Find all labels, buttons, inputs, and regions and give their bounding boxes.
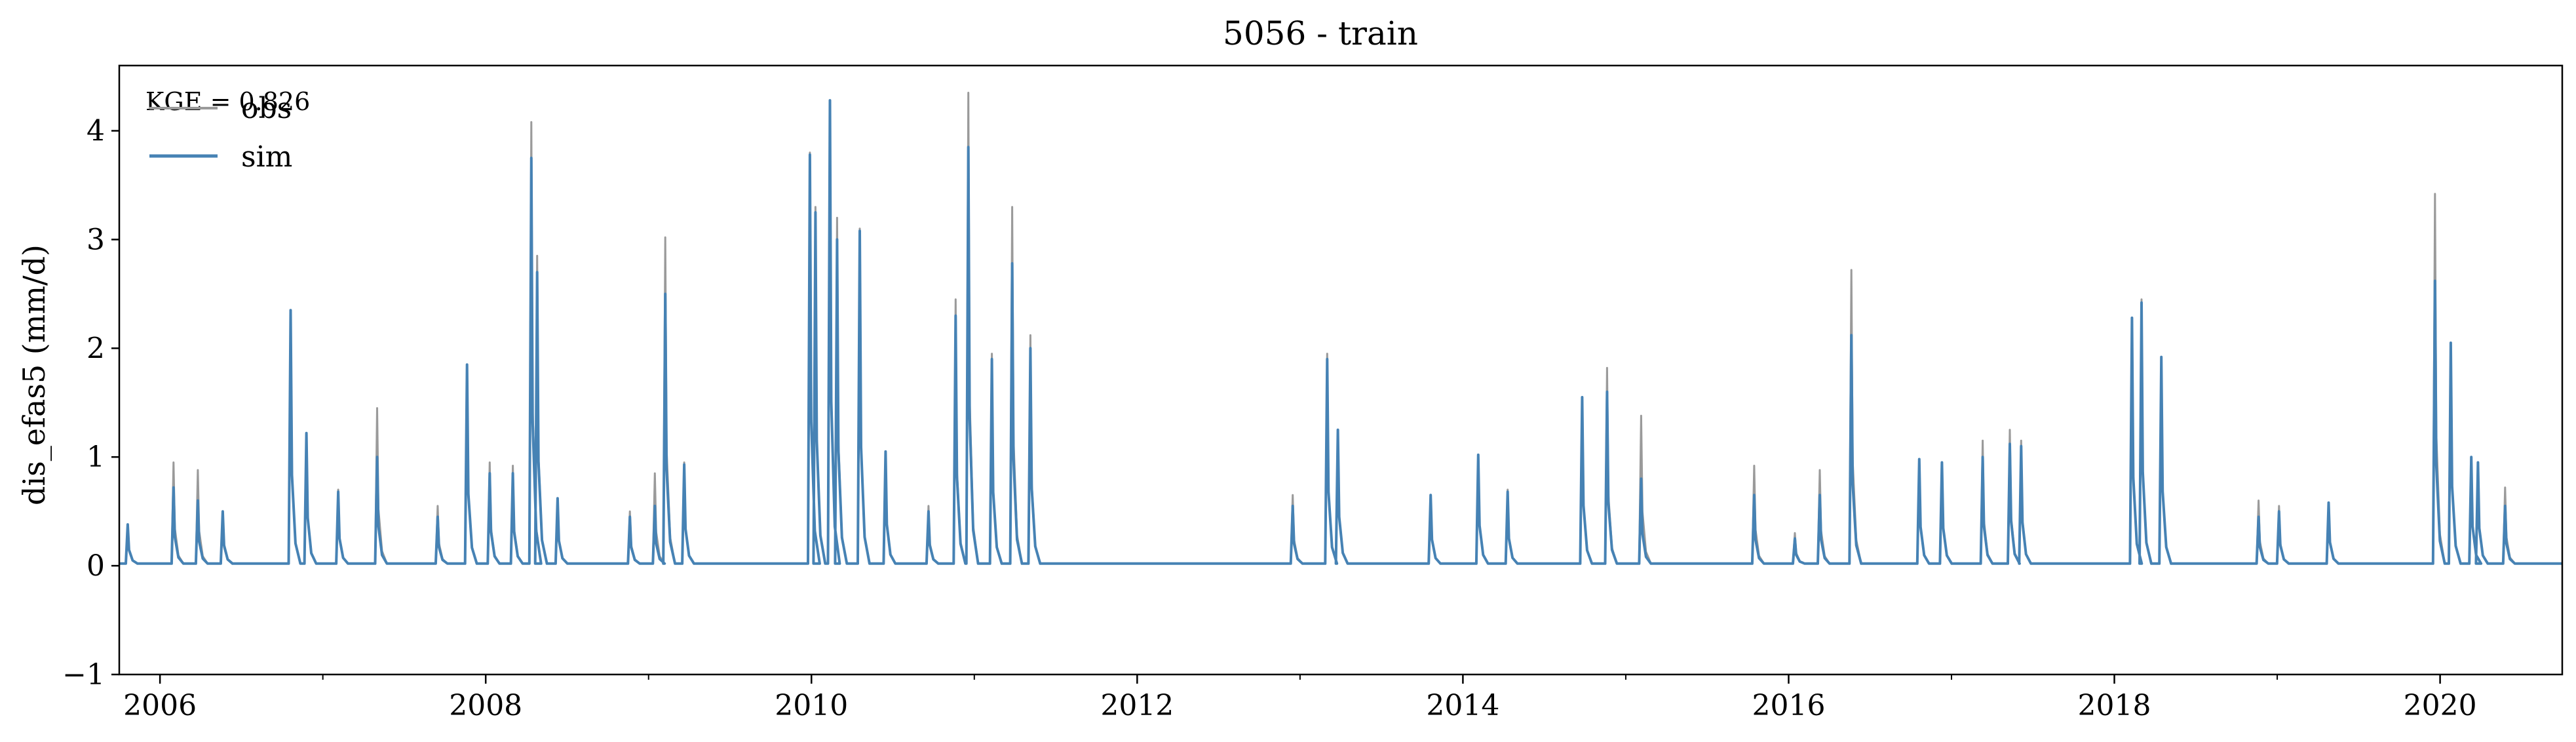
y-tick-label: 2 — [87, 332, 105, 365]
y-tick-label: 4 — [87, 115, 105, 148]
chart-title: 5056 - train — [1223, 14, 1418, 52]
x-tick-label: 2006 — [123, 689, 197, 722]
y-tick-label: 3 — [87, 223, 105, 256]
series-layer — [119, 92, 2562, 565]
legend-label-sim: sim — [241, 140, 292, 174]
y-tick-label: 1 — [87, 440, 105, 474]
legend: obs sim — [149, 92, 292, 174]
legend-label-obs: obs — [241, 92, 292, 125]
x-tick-label: 2018 — [2078, 689, 2151, 722]
plot-frame — [118, 64, 2564, 676]
x-axis: 2006 2008 2010 2012 2014 2016 2018 2020 — [123, 674, 2477, 722]
x-tick-label: 2008 — [449, 689, 522, 722]
x-tick-label: 2012 — [1100, 689, 1174, 722]
y-tick-label: −1 — [62, 658, 105, 692]
x-tick-label: 2010 — [775, 689, 848, 722]
y-tick-label: 0 — [87, 549, 105, 583]
series-line-obs — [119, 92, 2562, 565]
x-tick-label: 2020 — [2404, 689, 2477, 722]
x-tick-label: 2014 — [1426, 689, 1499, 722]
y-axis: −1 0 1 2 3 4 — [62, 115, 119, 692]
x-tick-label: 2016 — [1752, 689, 1825, 722]
series-line-sim — [119, 99, 2562, 565]
y-axis-label: dis_efas5 (mm/d) — [16, 244, 52, 505]
kge-annotation: KGE = 0.826 — [145, 87, 310, 116]
